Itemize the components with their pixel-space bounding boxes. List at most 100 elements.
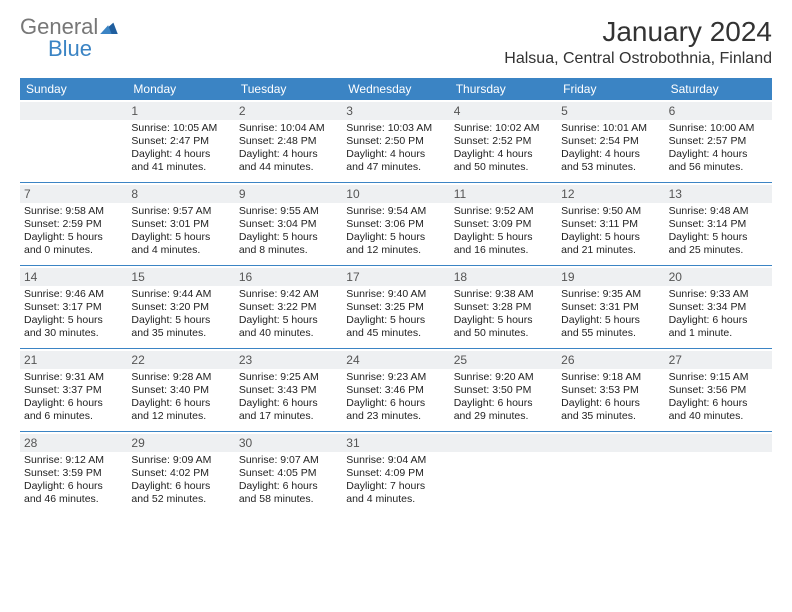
day-details: Sunrise: 9:07 AMSunset: 4:05 PMDaylight:…	[239, 454, 338, 507]
calendar-cell: 12 Sunrise: 9:50 AMSunset: 3:11 PMDayligh…	[557, 183, 664, 265]
day-details: Sunrise: 9:54 AMSunset: 3:06 PMDaylight:…	[346, 205, 445, 258]
calendar-cell-empty	[450, 432, 557, 514]
day-number: 16	[235, 268, 342, 286]
calendar-week-row: 14Sunrise: 9:46 AMSunset: 3:17 PMDayligh…	[20, 265, 772, 348]
calendar-cell: 4Sunrise: 10:02 AMSunset: 2:52 PMDayligh…	[450, 100, 557, 182]
day-number: 8	[127, 185, 234, 203]
month-title: January 2024	[504, 16, 772, 48]
weekday-header: Friday	[557, 78, 664, 100]
calendar-week-row: 1 Sunrise: 10:05 AMSunset: 2:47 PMDayligh…	[20, 100, 772, 182]
calendar-cell: 16Sunrise: 9:42 AMSunset: 3:22 PMDayligh…	[235, 266, 342, 348]
day-details: Sunrise: 9:15 AMSunset: 3:56 PMDaylight:…	[669, 371, 768, 424]
weekday-header: Sunday	[20, 78, 127, 100]
day-details: Sunrise: 10:05 AMSunset: 2:47 PMDaylight…	[131, 122, 230, 175]
day-number: 10	[342, 185, 449, 203]
calendar-cell: 15 Sunrise: 9:44 AMSunset: 3:20 PMDayligh…	[127, 266, 234, 348]
calendar-cell: 11 Sunrise: 9:52 AMSunset: 3:09 PMDayligh…	[450, 183, 557, 265]
calendar-cell: 5 Sunrise: 10:01 AMSunset: 2:54 PMDayligh…	[557, 100, 664, 182]
weekday-header: Thursday	[450, 78, 557, 100]
day-number: 4	[450, 102, 557, 120]
calendar-cell-empty	[557, 432, 664, 514]
weekday-header: Monday	[127, 78, 234, 100]
day-details: Sunrise: 9:23 AMSunset: 3:46 PMDaylight:…	[346, 371, 445, 424]
day-details: Sunrise: 9:31 AMSunset: 3:37 PMDaylight:…	[24, 371, 123, 424]
day-number: 28	[20, 434, 127, 452]
day-number: 3	[342, 102, 449, 120]
calendar-cell: 20 Sunrise: 9:33 AMSunset: 3:34 PMDayligh…	[665, 266, 772, 348]
page-header: GeneralBlue January 2024 Halsua, Central…	[20, 16, 772, 68]
calendar-page: GeneralBlue January 2024 Halsua, Central…	[0, 0, 792, 526]
day-number: 5	[557, 102, 664, 120]
weekday-header: Tuesday	[235, 78, 342, 100]
day-details: Sunrise: 9:04 AMSunset: 4:09 PMDaylight:…	[346, 454, 445, 507]
calendar-cell: 19Sunrise: 9:35 AMSunset: 3:31 PMDayligh…	[557, 266, 664, 348]
day-number: 20	[665, 268, 772, 286]
day-details: Sunrise: 9:20 AMSunset: 3:50 PMDaylight:…	[454, 371, 553, 424]
calendar-cell-empty	[20, 100, 127, 182]
day-details: Sunrise: 9:09 AMSunset: 4:02 PMDaylight:…	[131, 454, 230, 507]
day-details: Sunrise: 10:00 AMSunset: 2:57 PMDaylight…	[669, 122, 768, 175]
day-details: Sunrise: 9:12 AMSunset: 3:59 PMDaylight:…	[24, 454, 123, 507]
day-details: Sunrise: 9:58 AMSunset: 2:59 PMDaylight:…	[24, 205, 123, 258]
day-number: 27	[665, 351, 772, 369]
day-details: Sunrise: 9:33 AMSunset: 3:34 PMDaylight:…	[669, 288, 768, 341]
logo-triangle-icon	[100, 16, 118, 38]
day-details: Sunrise: 9:44 AMSunset: 3:20 PMDaylight:…	[131, 288, 230, 341]
day-details: Sunrise: 9:25 AMSunset: 3:43 PMDaylight:…	[239, 371, 338, 424]
day-number: 26	[557, 351, 664, 369]
day-details: Sunrise: 9:52 AMSunset: 3:09 PMDaylight:…	[454, 205, 553, 258]
day-number: 17	[342, 268, 449, 286]
day-details: Sunrise: 9:57 AMSunset: 3:01 PMDaylight:…	[131, 205, 230, 258]
day-number: 12	[557, 185, 664, 203]
day-number: 1	[127, 102, 234, 120]
day-details: Sunrise: 9:55 AMSunset: 3:04 PMDaylight:…	[239, 205, 338, 258]
day-number: 22	[127, 351, 234, 369]
day-number	[557, 434, 664, 452]
day-number: 25	[450, 351, 557, 369]
calendar-cell: 26Sunrise: 9:18 AMSunset: 3:53 PMDayligh…	[557, 349, 664, 431]
day-details: Sunrise: 9:50 AMSunset: 3:11 PMDaylight:…	[561, 205, 660, 258]
day-number: 11	[450, 185, 557, 203]
day-details: Sunrise: 9:40 AMSunset: 3:25 PMDaylight:…	[346, 288, 445, 341]
calendar-cell: 1 Sunrise: 10:05 AMSunset: 2:47 PMDayligh…	[127, 100, 234, 182]
day-number: 18	[450, 268, 557, 286]
calendar-cell: 30 Sunrise: 9:07 AMSunset: 4:05 PMDayligh…	[235, 432, 342, 514]
calendar-cell: 28 Sunrise: 9:12 AMSunset: 3:59 PMDayligh…	[20, 432, 127, 514]
calendar-cell: 7Sunrise: 9:58 AMSunset: 2:59 PMDaylight…	[20, 183, 127, 265]
day-number: 31	[342, 434, 449, 452]
calendar-cell: 18Sunrise: 9:38 AMSunset: 3:28 PMDayligh…	[450, 266, 557, 348]
day-number: 6	[665, 102, 772, 120]
calendar-cell: 3Sunrise: 10:03 AMSunset: 2:50 PMDayligh…	[342, 100, 449, 182]
calendar-week-row: 21Sunrise: 9:31 AMSunset: 3:37 PMDayligh…	[20, 348, 772, 431]
calendar-cell-empty	[665, 432, 772, 514]
calendar-cell: 8 Sunrise: 9:57 AMSunset: 3:01 PMDaylight…	[127, 183, 234, 265]
calendar-cell: 21Sunrise: 9:31 AMSunset: 3:37 PMDayligh…	[20, 349, 127, 431]
logo: GeneralBlue	[20, 16, 118, 60]
day-number: 30	[235, 434, 342, 452]
calendar: SundayMondayTuesdayWednesdayThursdayFrid…	[20, 78, 772, 514]
weekday-header: Wednesday	[342, 78, 449, 100]
day-details: Sunrise: 9:48 AMSunset: 3:14 PMDaylight:…	[669, 205, 768, 258]
day-number: 14	[20, 268, 127, 286]
day-details: Sunrise: 10:01 AMSunset: 2:54 PMDaylight…	[561, 122, 660, 175]
day-number: 15	[127, 268, 234, 286]
day-number: 24	[342, 351, 449, 369]
calendar-cell: 23 Sunrise: 9:25 AMSunset: 3:43 PMDayligh…	[235, 349, 342, 431]
calendar-week-row: 28 Sunrise: 9:12 AMSunset: 3:59 PMDayligh…	[20, 431, 772, 514]
calendar-cell: 29 Sunrise: 9:09 AMSunset: 4:02 PMDayligh…	[127, 432, 234, 514]
day-number	[20, 102, 127, 120]
calendar-cell: 17 Sunrise: 9:40 AMSunset: 3:25 PMDayligh…	[342, 266, 449, 348]
day-number: 29	[127, 434, 234, 452]
calendar-body: 1 Sunrise: 10:05 AMSunset: 2:47 PMDayligh…	[20, 100, 772, 514]
logo-text-2: Blue	[48, 36, 92, 61]
day-number	[450, 434, 557, 452]
calendar-cell: 2Sunrise: 10:04 AMSunset: 2:48 PMDayligh…	[235, 100, 342, 182]
calendar-cell: 24 Sunrise: 9:23 AMSunset: 3:46 PMDayligh…	[342, 349, 449, 431]
location-subtitle: Halsua, Central Ostrobothnia, Finland	[504, 50, 772, 68]
title-block: January 2024 Halsua, Central Ostrobothni…	[504, 16, 772, 68]
calendar-cell: 31 Sunrise: 9:04 AMSunset: 4:09 PMDayligh…	[342, 432, 449, 514]
day-details: Sunrise: 9:28 AMSunset: 3:40 PMDaylight:…	[131, 371, 230, 424]
calendar-week-row: 7Sunrise: 9:58 AMSunset: 2:59 PMDaylight…	[20, 182, 772, 265]
day-number: 23	[235, 351, 342, 369]
calendar-cell: 10 Sunrise: 9:54 AMSunset: 3:06 PMDayligh…	[342, 183, 449, 265]
